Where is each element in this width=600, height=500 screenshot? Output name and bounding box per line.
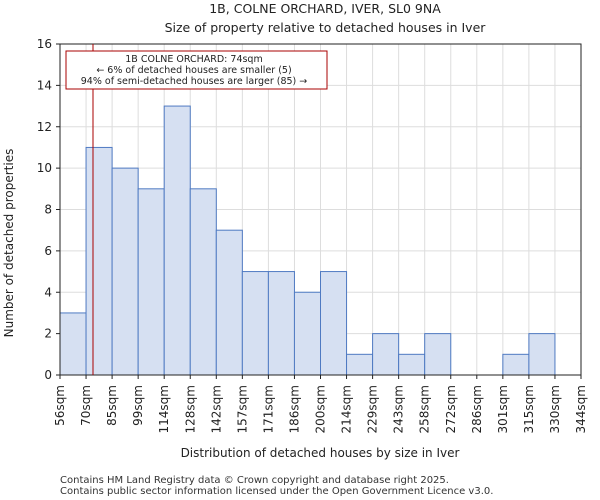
x-axis-label: Distribution of detached houses by size …: [181, 446, 460, 460]
x-tick-label: 186sqm: [287, 385, 301, 433]
x-tick-label: 157sqm: [235, 385, 249, 433]
x-tick-label: 99sqm: [131, 385, 145, 426]
x-tick-label: 243sqm: [392, 385, 406, 433]
x-tick-label: 258sqm: [418, 385, 432, 433]
y-tick-label: 8: [44, 203, 52, 217]
bar: [59, 312, 87, 376]
footer-line-2: Contains public sector information licen…: [60, 486, 494, 497]
x-tick-label: 200sqm: [314, 385, 328, 433]
x-tick-label: 56sqm: [53, 385, 67, 426]
footer-line-1: Contains HM Land Registry data © Crown c…: [60, 475, 449, 486]
y-axis-ticks: 0 2 4 6 8 10 12 14 16: [37, 37, 60, 382]
bar: [320, 271, 348, 376]
x-tick-label: 142sqm: [209, 385, 223, 433]
bar: [424, 333, 452, 376]
bar: [267, 271, 295, 376]
chart-title: 1B, COLNE ORCHARD, IVER, SL0 9NA: [209, 1, 441, 16]
bar: [502, 353, 530, 376]
x-tick-label: 70sqm: [79, 385, 93, 426]
y-tick-label: 10: [37, 161, 52, 175]
bar: [137, 188, 165, 376]
x-tick-label: 301sqm: [496, 385, 510, 433]
y-tick-label: 0: [44, 368, 52, 382]
y-tick-label: 2: [44, 327, 52, 341]
bar: [241, 271, 269, 376]
x-tick-label: 128sqm: [183, 385, 197, 433]
bar: [163, 105, 191, 376]
x-tick-label: 330sqm: [548, 385, 562, 433]
x-tick-label: 315sqm: [522, 385, 536, 433]
bar: [528, 333, 556, 376]
x-tick-label: 171sqm: [261, 385, 275, 433]
x-tick-label: 214sqm: [340, 385, 354, 433]
x-tick-label: 85sqm: [105, 385, 119, 426]
y-tick-label: 14: [37, 78, 52, 92]
bars: [59, 105, 556, 376]
x-tick-label: 344sqm: [574, 385, 588, 433]
y-tick-label: 16: [37, 37, 52, 51]
x-tick-label: 272sqm: [444, 385, 458, 433]
chart-subtitle: Size of property relative to detached ho…: [165, 20, 487, 35]
bar: [346, 353, 374, 376]
x-axis-ticks: 56sqm 70sqm 85sqm 99sqm 114sqm 128sqm 142sqm 15…: [53, 375, 588, 433]
bar: [372, 333, 400, 376]
histogram-chart: 1B, COLNE ORCHARD, IVER, SL0 9NA Size of…: [2, 1, 588, 460]
annotation-line-2: ← 6% of detached houses are smaller (5): [96, 65, 291, 76]
bar: [85, 146, 113, 376]
annotation-box: [65, 50, 328, 90]
bar: [215, 229, 243, 376]
annotation-line-1: 1B COLNE ORCHARD: 74sqm: [125, 54, 262, 65]
annotation-line-3: 94% of semi-detached houses are larger (…: [81, 76, 308, 87]
x-tick-label: 114sqm: [157, 385, 171, 433]
y-axis-label: Number of detached properties: [2, 149, 16, 338]
x-tick-label: 229sqm: [366, 385, 380, 433]
x-tick-label: 286sqm: [470, 385, 484, 433]
bar: [189, 188, 217, 376]
y-tick-label: 4: [44, 285, 52, 299]
bar: [398, 353, 426, 376]
y-tick-label: 12: [37, 120, 52, 134]
bar: [111, 167, 139, 376]
y-tick-label: 6: [44, 244, 52, 258]
bar: [293, 291, 322, 376]
